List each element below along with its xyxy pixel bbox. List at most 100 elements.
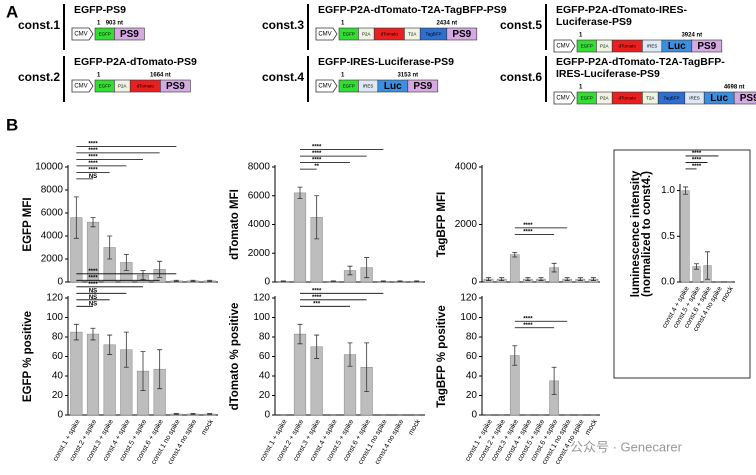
y-tick-label: 40 — [466, 371, 478, 382]
construct-title: Luciferase-PS9 — [556, 16, 632, 28]
significance-label: **** — [88, 148, 98, 154]
start-position: 1 — [579, 33, 583, 39]
segment-label: dTomato — [137, 84, 155, 89]
y-tick-label: 120 — [460, 293, 477, 304]
y-tick-label: 60 — [259, 351, 271, 362]
error-bar — [564, 277, 570, 281]
error-bar — [73, 323, 79, 341]
y-tick-label: 4000 — [455, 162, 478, 173]
significance-label: **** — [88, 275, 98, 281]
error-bar — [140, 270, 146, 281]
x-tick-label: mock — [584, 418, 599, 436]
start-position: 1 — [97, 73, 101, 79]
y-tick-label: 120 — [253, 293, 270, 304]
panel-label: B — [6, 115, 18, 134]
error-bar — [577, 277, 583, 281]
error-bar — [538, 277, 544, 281]
segment-label: IRES — [363, 84, 374, 89]
luminescence-frame — [613, 149, 751, 379]
promoter-label: CMV — [556, 44, 569, 50]
significance-label: **** — [312, 295, 322, 301]
error-bar — [207, 413, 213, 415]
y-tick-label: 80 — [52, 332, 64, 343]
y-axis-label: TagBFP MFI — [436, 192, 448, 257]
promoter-arrow — [71, 79, 94, 93]
bar — [293, 333, 307, 416]
y-axis-label: luminescence intensity — [630, 170, 642, 297]
significance-label: **** — [88, 154, 98, 160]
segment-label: P2A — [118, 84, 127, 89]
error-bar — [499, 277, 505, 281]
y-axis-label: (normalized to const4.) — [641, 171, 653, 297]
construct-name: const.2 — [18, 70, 60, 84]
bar — [70, 331, 83, 416]
segment-label: Luc — [710, 93, 728, 104]
y-axis-label: dTomato MFI — [229, 189, 241, 260]
bar — [103, 344, 116, 416]
significance-label: **** — [523, 316, 533, 322]
construct-length: 3924 nt — [681, 33, 702, 39]
error-bar — [297, 323, 303, 345]
y-tick-label: 80 — [259, 332, 271, 343]
error-bar — [512, 251, 518, 258]
construct-title: EGFP-P2A-dTomato-IRES- — [556, 4, 688, 16]
watermark: 公众号 · Genecarer — [570, 439, 683, 454]
y-tick-label: 8000 — [41, 185, 64, 196]
error-bar — [486, 277, 492, 281]
error-bar — [705, 251, 710, 280]
segment-label: EGFP — [99, 84, 111, 89]
construct-length: 1664 nt — [150, 73, 171, 79]
bar — [509, 254, 520, 283]
promoter-arrow — [71, 27, 94, 41]
significance-label: *** — [313, 301, 321, 307]
y-tick-label: 0 — [264, 410, 270, 421]
significance-label: **** — [88, 161, 98, 167]
segment-label: P2A — [362, 32, 371, 37]
y-axis-label: EGFP MFI — [22, 197, 34, 251]
y-tick-label: 100 — [253, 312, 270, 323]
y-tick-label: 60 — [466, 351, 478, 362]
error-bar — [173, 279, 179, 282]
y-tick-label: 100 — [460, 312, 477, 323]
significance-label: **** — [523, 229, 533, 235]
promoter-label: CMV — [318, 84, 331, 90]
segment-label: EGFP — [343, 84, 355, 89]
error-bar — [123, 254, 129, 271]
significance-label: **** — [88, 167, 98, 173]
promoter-label: CMV — [74, 84, 87, 90]
segment-label: PS9 — [166, 81, 185, 92]
error-bar — [190, 279, 196, 282]
promoter-label: CMV — [318, 32, 331, 38]
promoter-arrow — [315, 27, 338, 41]
y-tick-label: 0.5 — [661, 231, 675, 242]
error-bar — [157, 349, 163, 390]
construct-length: 4698 nt — [724, 85, 745, 91]
segment-label: Luc — [668, 41, 686, 52]
significance-label: **** — [312, 158, 322, 164]
significance-label: **** — [692, 157, 702, 163]
construct-name: const.1 — [18, 18, 60, 32]
construct-name: const.6 — [500, 70, 542, 84]
error-bar — [280, 280, 286, 283]
bar — [681, 190, 690, 283]
construct-title: EGFP-PS9 — [74, 4, 126, 16]
construct-title: IRES-Luciferase-PS9 — [556, 68, 660, 80]
y-tick-label: 0 — [471, 410, 477, 421]
error-bar — [314, 195, 320, 240]
promoter-arrow — [315, 79, 338, 93]
significance-label: ** — [314, 164, 319, 170]
error-bar — [551, 366, 557, 395]
segment-label: PS9 — [120, 29, 139, 40]
segment-label: EGFP — [343, 32, 355, 37]
y-tick-label: 100 — [46, 312, 63, 323]
significance-label: **** — [523, 223, 533, 229]
segment-label: PS9 — [452, 29, 471, 40]
segment-label: PS9 — [413, 81, 432, 92]
y-tick-label: 4000 — [41, 231, 64, 242]
promoter-label: CMV — [556, 96, 569, 102]
y-tick-label: 6000 — [41, 208, 64, 219]
promoter-arrow — [553, 39, 576, 53]
y-tick-label: 40 — [259, 371, 271, 382]
significance-label: NS — [89, 301, 97, 307]
significance-label: **** — [88, 269, 98, 275]
